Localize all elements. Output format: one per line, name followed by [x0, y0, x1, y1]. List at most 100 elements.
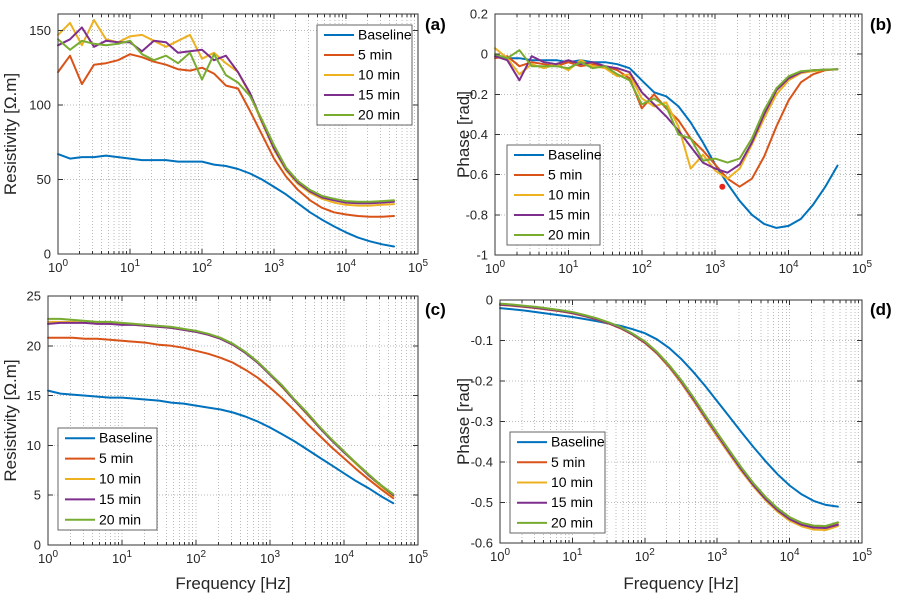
svg-text:-1: -1 [476, 248, 488, 263]
svg-text:-0.4: -0.4 [466, 127, 488, 142]
legend-label: 15 min [358, 87, 400, 103]
svg-text:101: 101 [558, 259, 578, 276]
y-axis-label: Resistivity [Ω.m] [1, 359, 20, 481]
svg-text:-0.2: -0.2 [471, 374, 493, 389]
legend-label: Baseline [358, 27, 412, 43]
panel-c-resistivity-chart: 100 101 102 103 104 105 0 5 10 15 20 25 Resistivity … [1, 290, 446, 593]
legend-label: 10 min [548, 187, 590, 203]
legend-label: 15 min [99, 491, 141, 507]
svg-text:101: 101 [112, 549, 132, 566]
y-tick-labels: 0 50 100 150 [29, 23, 51, 262]
legend-item-10-min: 10 min [514, 187, 590, 203]
legend-item-baseline: Baseline [65, 430, 153, 446]
legend-label: 20 min [358, 107, 400, 123]
svg-text:100: 100 [29, 97, 51, 112]
x-axis-label: Frequency [Hz] [175, 574, 290, 593]
svg-text:-0.8: -0.8 [466, 207, 488, 222]
svg-text:105: 105 [852, 259, 872, 276]
legend-item-5-min: 5 min [324, 47, 392, 63]
x-tick-labels: 100 101 102 103 104 105 [485, 259, 872, 276]
svg-text:103: 103 [707, 547, 727, 564]
legend-item-15-min: 15 min [517, 494, 593, 510]
y-axis-label: Resistivity [Ω.m] [1, 73, 20, 195]
legend-item-15-min: 15 min [65, 491, 141, 507]
panel-d-phase-chart: 100 101 102 103 104 105 0 -0.1 -0.2 -0.3 -0.4 -0.5 -… [455, 293, 892, 594]
svg-text:105: 105 [408, 258, 428, 275]
svg-text:0.2: 0.2 [470, 7, 488, 22]
svg-text:104: 104 [336, 258, 356, 275]
curve-baseline [499, 307, 839, 508]
svg-text:102: 102 [192, 258, 212, 275]
svg-text:101: 101 [562, 547, 582, 564]
svg-text:101: 101 [120, 258, 140, 275]
y-tick-labels: 0.2 0 -0.2 -0.4 -0.6 -0.8 -1 [466, 7, 488, 263]
svg-text:150: 150 [29, 23, 51, 38]
y-axis-label: Phase [rad] [455, 378, 473, 465]
svg-text:104: 104 [334, 549, 354, 566]
curve-baseline [47, 389, 395, 505]
svg-text:-0.1: -0.1 [471, 333, 493, 348]
curve-15-min [57, 26, 395, 205]
svg-text:5: 5 [34, 488, 41, 503]
y-tick-labels: 0 5 10 15 20 25 [27, 290, 41, 553]
panel-a-resistivity-chart: 100 101 102 103 104 105 0 50 100 150 Resistivity [… [1, 13, 446, 275]
legend-item-baseline: Baseline [324, 27, 412, 43]
curve-5-min [57, 53, 395, 218]
svg-text:103: 103 [264, 258, 284, 275]
panel-letter: (c) [425, 300, 446, 319]
svg-text:15: 15 [27, 388, 41, 403]
legend-label: 15 min [548, 207, 590, 223]
legend-item-20-min: 20 min [65, 511, 141, 527]
svg-text:0: 0 [44, 247, 51, 262]
legend-label: 20 min [99, 511, 141, 527]
legend-item-20-min: 20 min [324, 107, 400, 123]
svg-text:-0.6: -0.6 [471, 536, 493, 551]
data-curves [57, 19, 395, 248]
panel-b-phase-chart: 100 101 102 103 104 105 0.2 0 -0.2 -0.4 -0.6 -0.8 -1… [455, 7, 892, 277]
curve-20-min [494, 49, 839, 164]
legend-label: 10 min [551, 474, 593, 490]
svg-text:50: 50 [37, 172, 51, 187]
legend-label: 5 min [551, 454, 585, 470]
panel-letter: (b) [870, 15, 892, 34]
x-tick-labels: 100 101 102 103 104 105 [490, 547, 872, 564]
axes-box [47, 295, 419, 546]
red-data-marker [719, 183, 726, 190]
legend-label: 10 min [99, 471, 141, 487]
x-tick-labels: 100 101 102 103 104 105 [48, 258, 428, 275]
data-curves [499, 302, 839, 531]
data-curves [47, 317, 395, 505]
svg-text:-0.2: -0.2 [466, 87, 488, 102]
panel-letter: (a) [425, 15, 446, 34]
svg-text:103: 103 [705, 259, 725, 276]
svg-text:-0.4: -0.4 [471, 455, 493, 470]
legend-label: 5 min [358, 47, 392, 63]
legend-item-5-min: 5 min [517, 454, 585, 470]
legend-item-5-min: 5 min [514, 167, 582, 183]
svg-text:100: 100 [48, 258, 68, 275]
legend: Baseline 5 min 10 min 15 min 20 min [316, 24, 413, 126]
y-axis-label: Phase [rad] [455, 91, 473, 178]
legend-label: 20 min [551, 514, 593, 530]
curve-20-min [499, 302, 839, 527]
legend-label: Baseline [99, 430, 153, 446]
legend: Baseline 5 min 10 min 15 min 20 min [506, 144, 602, 246]
curve-15-min [494, 55, 839, 174]
legend-label: 15 min [551, 494, 593, 510]
y-tick-labels: 0 -0.1 -0.2 -0.3 -0.4 -0.5 -0.6 [471, 293, 493, 551]
svg-text:102: 102 [635, 547, 655, 564]
svg-text:-0.6: -0.6 [466, 167, 488, 182]
svg-text:105: 105 [852, 547, 872, 564]
svg-text:102: 102 [632, 259, 652, 276]
legend-item-15-min: 15 min [514, 207, 590, 223]
svg-text:10: 10 [27, 438, 41, 453]
panel-letter: (d) [870, 300, 892, 319]
svg-text:104: 104 [779, 259, 799, 276]
legend-item-20-min: 20 min [514, 227, 590, 243]
curve-5-min [47, 336, 395, 500]
legend-item-baseline: Baseline [514, 147, 602, 163]
svg-text:100: 100 [485, 259, 505, 276]
axes-box [57, 13, 419, 255]
legend-item-5-min: 5 min [65, 450, 133, 466]
